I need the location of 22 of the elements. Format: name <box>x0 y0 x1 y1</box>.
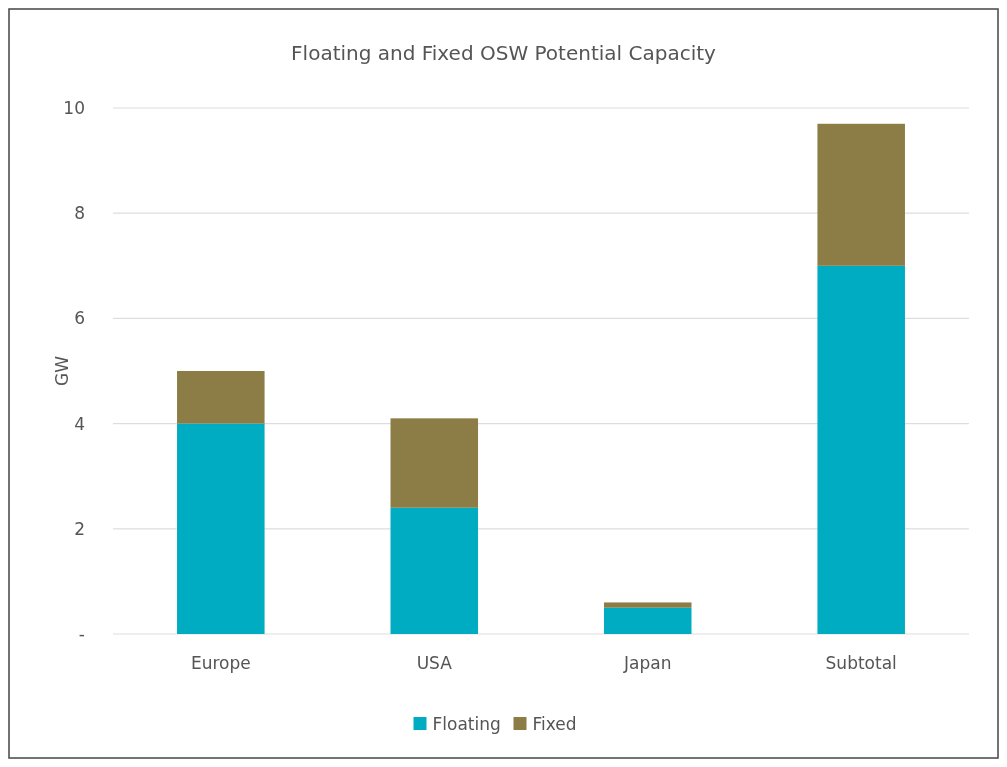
y-tick-label: 2 <box>74 518 85 539</box>
bar <box>390 507 479 634</box>
legend-label: Fixed <box>532 713 577 734</box>
bar <box>177 371 265 424</box>
x-tick-label: Europe <box>190 653 251 673</box>
bar <box>177 423 265 634</box>
chart-title: Floating and Fixed OSW Potential Capacity <box>291 41 717 65</box>
y-axis-title: GW <box>52 355 72 386</box>
bar <box>817 123 905 266</box>
bar <box>390 418 479 508</box>
y-tick-label: 6 <box>74 308 85 329</box>
bar <box>603 607 692 634</box>
y-tick-label: 8 <box>74 203 85 224</box>
x-tick-label: USA <box>416 653 453 673</box>
y-tick-label: 10 <box>63 97 85 118</box>
y-tick-label: 4 <box>74 413 85 434</box>
legend-label: Floating <box>432 713 501 734</box>
x-tick-label: Japan <box>623 653 672 673</box>
x-tick-label: Subtotal <box>825 653 897 673</box>
bar <box>817 265 905 634</box>
y-tick-label: - <box>78 623 85 644</box>
bar <box>603 602 692 608</box>
